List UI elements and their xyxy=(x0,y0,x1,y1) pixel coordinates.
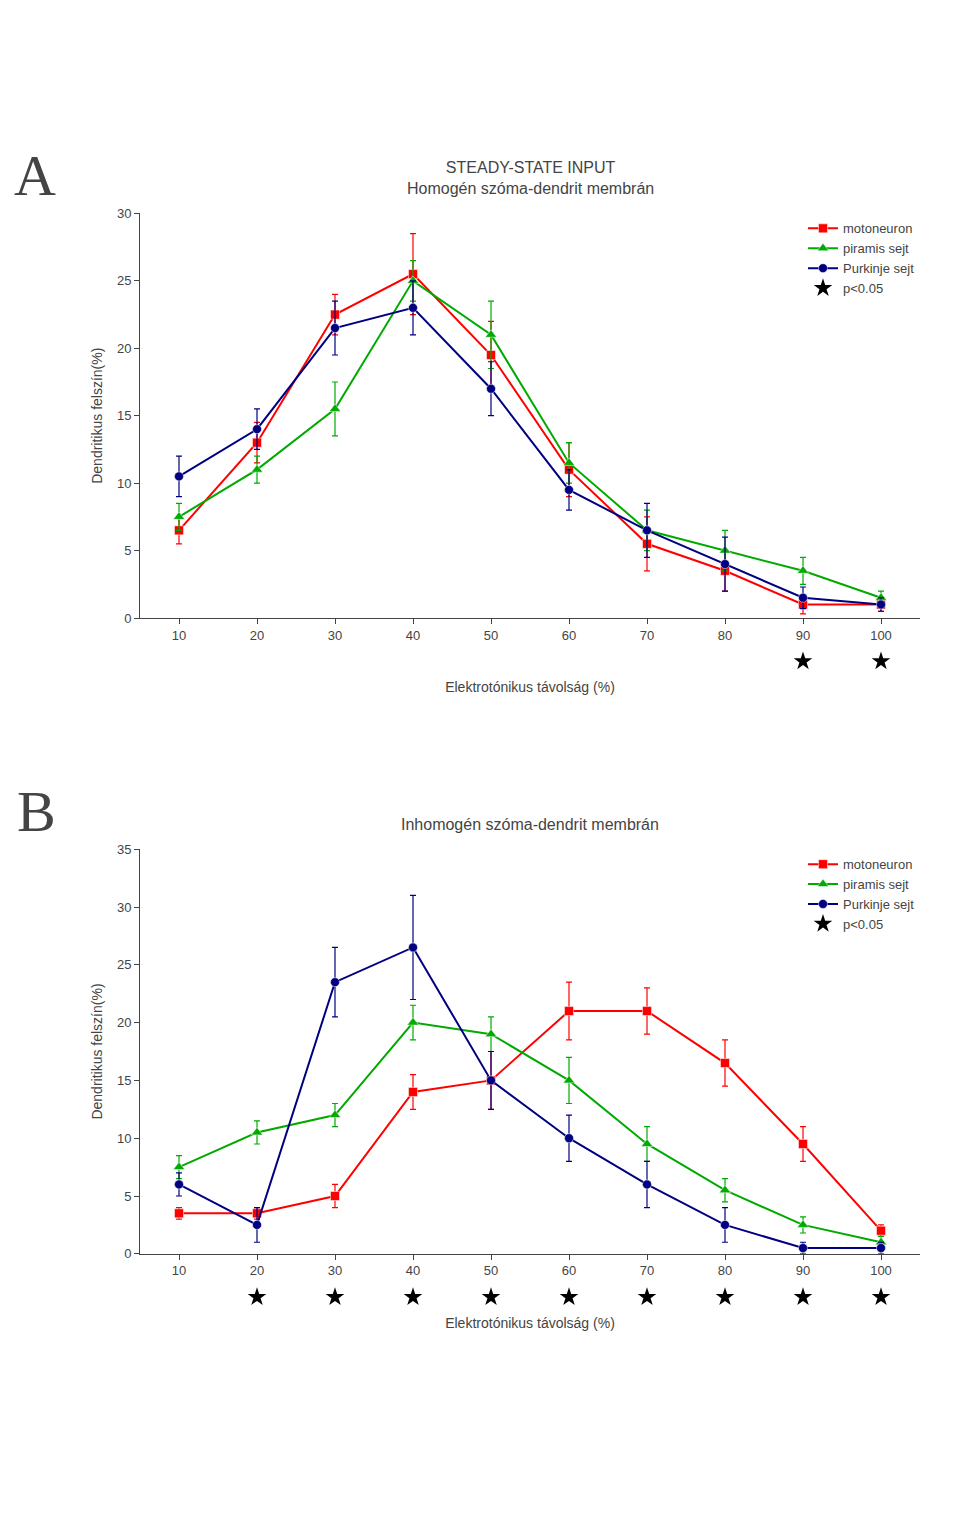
svg-text:Dendritikus felszín(%): Dendritikus felszín(%) xyxy=(89,348,105,484)
svg-text:20: 20 xyxy=(250,1263,264,1278)
svg-text:5: 5 xyxy=(124,543,131,558)
svg-text:70: 70 xyxy=(640,1263,654,1278)
svg-text:20: 20 xyxy=(117,341,131,356)
svg-text:A: A xyxy=(14,143,56,208)
svg-text:STEADY-STATE INPUTHomogén szóm: STEADY-STATE INPUTHomogén szóma-dendrit … xyxy=(407,159,654,197)
svg-text:25: 25 xyxy=(117,273,131,288)
svg-text:Inhomogén szóma-dendrit membrá: Inhomogén szóma-dendrit membrán xyxy=(401,816,659,833)
svg-text:30: 30 xyxy=(117,900,131,915)
svg-text:Purkinje sejt: Purkinje sejt xyxy=(843,897,914,912)
svg-text:Purkinje sejt: Purkinje sejt xyxy=(843,261,914,276)
svg-text:100: 100 xyxy=(870,1263,892,1278)
svg-text:30: 30 xyxy=(328,1263,342,1278)
svg-text:30: 30 xyxy=(117,206,131,221)
svg-text:40: 40 xyxy=(406,628,420,643)
svg-text:motoneuron: motoneuron xyxy=(843,857,912,872)
svg-text:0: 0 xyxy=(124,611,131,626)
svg-text:20: 20 xyxy=(117,1015,131,1030)
svg-text:80: 80 xyxy=(718,1263,732,1278)
svg-text:90: 90 xyxy=(796,628,810,643)
svg-text:35: 35 xyxy=(117,842,131,857)
svg-text:B: B xyxy=(17,779,56,844)
svg-text:15: 15 xyxy=(117,408,131,423)
svg-text:40: 40 xyxy=(406,1263,420,1278)
svg-text:piramis sejt: piramis sejt xyxy=(843,877,909,892)
svg-text:10: 10 xyxy=(117,476,131,491)
svg-text:90: 90 xyxy=(796,1263,810,1278)
svg-text:Elektrotónikus távolság (%): Elektrotónikus távolság (%) xyxy=(445,1315,615,1331)
svg-text:60: 60 xyxy=(562,628,576,643)
svg-text:60: 60 xyxy=(562,1263,576,1278)
svg-text:Dendritikus felszín(%): Dendritikus felszín(%) xyxy=(89,983,105,1119)
svg-text:80: 80 xyxy=(718,628,732,643)
svg-text:30: 30 xyxy=(328,628,342,643)
svg-text:Elektrotónikus távolság (%): Elektrotónikus távolság (%) xyxy=(445,679,615,695)
svg-text:p<0.05: p<0.05 xyxy=(843,281,883,296)
svg-text:5: 5 xyxy=(124,1189,131,1204)
svg-text:15: 15 xyxy=(117,1073,131,1088)
svg-text:10: 10 xyxy=(172,628,186,643)
svg-text:50: 50 xyxy=(484,628,498,643)
svg-text:0: 0 xyxy=(124,1246,131,1261)
svg-text:50: 50 xyxy=(484,1263,498,1278)
svg-text:20: 20 xyxy=(250,628,264,643)
svg-text:10: 10 xyxy=(172,1263,186,1278)
svg-text:25: 25 xyxy=(117,957,131,972)
svg-text:motoneuron: motoneuron xyxy=(843,221,912,236)
svg-text:p<0.05: p<0.05 xyxy=(843,917,883,932)
svg-text:piramis sejt: piramis sejt xyxy=(843,241,909,256)
svg-text:100: 100 xyxy=(870,628,892,643)
svg-text:10: 10 xyxy=(117,1131,131,1146)
svg-text:70: 70 xyxy=(640,628,654,643)
